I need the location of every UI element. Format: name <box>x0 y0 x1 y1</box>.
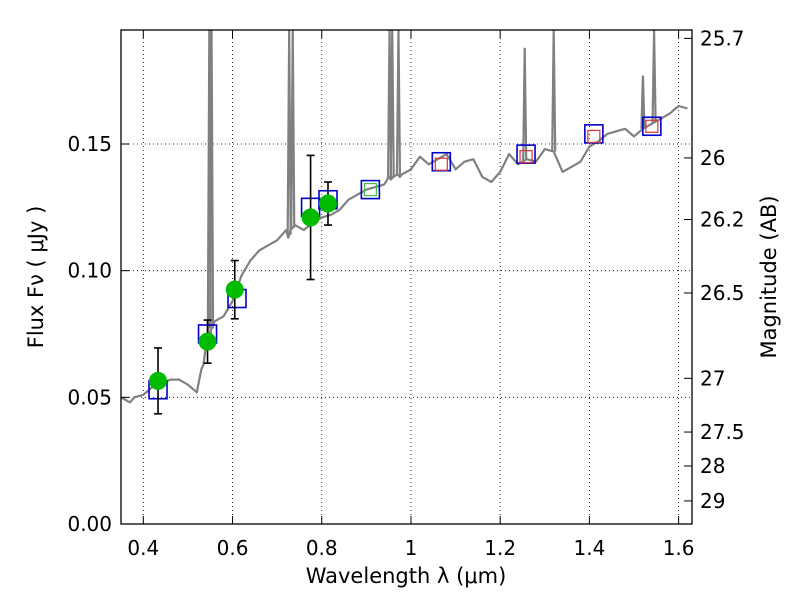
observed-flux-point <box>318 194 337 213</box>
x-tick-label: 0.4 <box>127 536 159 560</box>
emission-line-spike <box>640 75 646 129</box>
limit-marker-square <box>434 157 448 171</box>
y-tick-label: 0.00 <box>67 512 112 536</box>
observed-flux-point <box>301 208 320 227</box>
x-tick-label: 1.6 <box>663 536 695 560</box>
x-axis-label: Wavelength λ (μm) <box>306 564 507 588</box>
emission-line-spike <box>651 30 657 123</box>
emission-line-spike <box>290 30 296 228</box>
emission-line-spike <box>286 30 292 235</box>
plot-frame <box>120 29 693 525</box>
x-tick-label: 0.8 <box>306 536 338 560</box>
mag-tick-label: 26.5 <box>700 281 745 305</box>
mag-tick-label: 26 <box>700 146 725 170</box>
x-tick-label: 1.2 <box>484 536 516 560</box>
limit-marker-square <box>645 119 659 133</box>
mag-tick-label: 29 <box>700 489 725 513</box>
limit-marker-square <box>363 183 377 197</box>
plot-area <box>121 30 688 415</box>
axis-ticks: 0.4 0.6 0.8 1 1.2 1.4 1.6 0.00 0.05 0.10 0.15 25.7 2… <box>67 26 744 560</box>
mag-tick-label: 26.2 <box>700 207 745 231</box>
emission-line-spike <box>395 30 402 176</box>
mag-tick-label: 27.5 <box>700 420 745 444</box>
mag-tick-label: 27 <box>700 366 725 390</box>
y-axis-right-label: Magnitude (AB) <box>757 195 781 358</box>
y-tick-label: 0.05 <box>67 385 112 409</box>
emission-line-spike <box>389 30 395 178</box>
x-tick-label: 1 <box>405 536 418 560</box>
mag-tick-label: 28 <box>700 454 725 478</box>
grid-lines <box>121 30 692 525</box>
emission-line-spike <box>208 30 215 329</box>
limit-marker-square <box>587 129 601 143</box>
emission-line-spike <box>522 47 528 161</box>
y-tick-label: 0.15 <box>67 132 112 156</box>
model-photometry-square <box>642 116 662 137</box>
mag-tick-label: 25.7 <box>700 26 745 50</box>
x-tick-label: 1.4 <box>573 536 605 560</box>
model-photometry-square <box>360 179 381 200</box>
sed-model-line <box>121 104 688 404</box>
y-tick-label: 0.10 <box>67 259 112 283</box>
observed-flux-point <box>225 280 244 299</box>
observed-flux-point <box>198 332 217 351</box>
y-axis-label: Flux Fν ( μJy ) <box>24 206 48 349</box>
limit-marker-square <box>519 150 533 164</box>
emission-line-spike <box>551 30 557 152</box>
x-tick-label: 0.6 <box>217 536 249 560</box>
observed-flux-point <box>149 371 168 390</box>
